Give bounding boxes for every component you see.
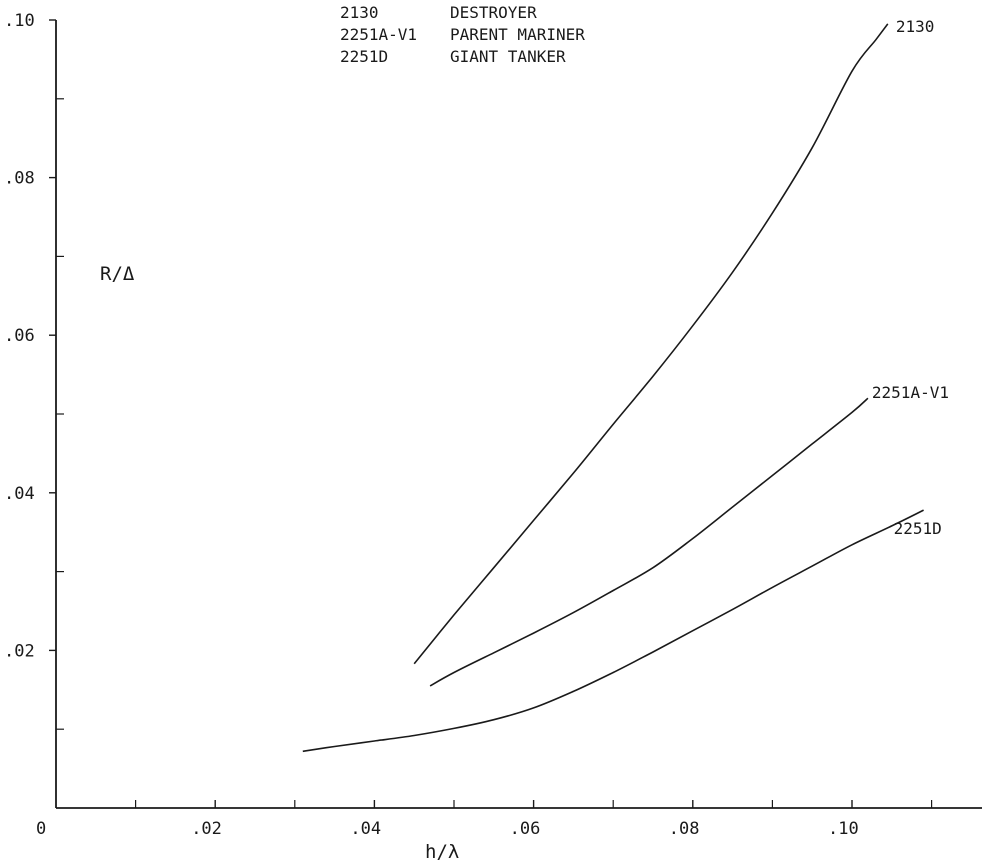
series-lines bbox=[302, 23, 924, 753]
legend-desc-giant-tanker: GIANT TANKER bbox=[450, 47, 566, 66]
x-tick-label-02: .02 bbox=[191, 819, 222, 839]
x-axis-label: h/λ bbox=[425, 841, 459, 862]
y-tick-label-10: .10 bbox=[4, 11, 35, 31]
axis-tick-labels: 0 .02 .04 .06 .08 .10 .02 .04 .06 .08 .10 bbox=[4, 11, 859, 839]
series-line-2251d bbox=[302, 509, 924, 753]
series-line-2251a-v1 bbox=[429, 397, 869, 687]
legend: 2130 DESTROYER 2251A-V1 PARENT MARINER 2… bbox=[340, 3, 585, 66]
axis-ticks bbox=[49, 19, 933, 808]
series-line-2130 bbox=[413, 23, 889, 665]
x-tick-label-06: .06 bbox=[510, 819, 541, 839]
x-tick-label-04: .04 bbox=[350, 819, 381, 839]
legend-desc-parent-mariner: PARENT MARINER bbox=[450, 25, 585, 44]
x-tick-label-0: 0 bbox=[36, 819, 46, 839]
legend-code-parent-mariner: 2251A-V1 bbox=[340, 25, 417, 44]
series-label-2130: 2130 bbox=[896, 17, 935, 36]
y-tick-label-06: .06 bbox=[4, 326, 35, 346]
y-tick-label-08: .08 bbox=[4, 169, 35, 189]
x-tick-label-08: .08 bbox=[669, 819, 700, 839]
legend-desc-destroyer: DESTROYER bbox=[450, 3, 537, 22]
y-axis-label: R/Δ bbox=[100, 263, 135, 285]
y-tick-label-04: .04 bbox=[4, 484, 35, 504]
legend-code-destroyer: 2130 bbox=[340, 3, 379, 22]
series-end-labels: 2130 2251A-V1 2251D bbox=[872, 17, 949, 538]
x-tick-label-10: .10 bbox=[828, 819, 859, 839]
series-label-2251a-v1: 2251A-V1 bbox=[872, 383, 949, 402]
y-tick-label-02: .02 bbox=[4, 641, 35, 661]
legend-code-giant-tanker: 2251D bbox=[340, 47, 388, 66]
series-label-2251d: 2251D bbox=[894, 519, 942, 538]
